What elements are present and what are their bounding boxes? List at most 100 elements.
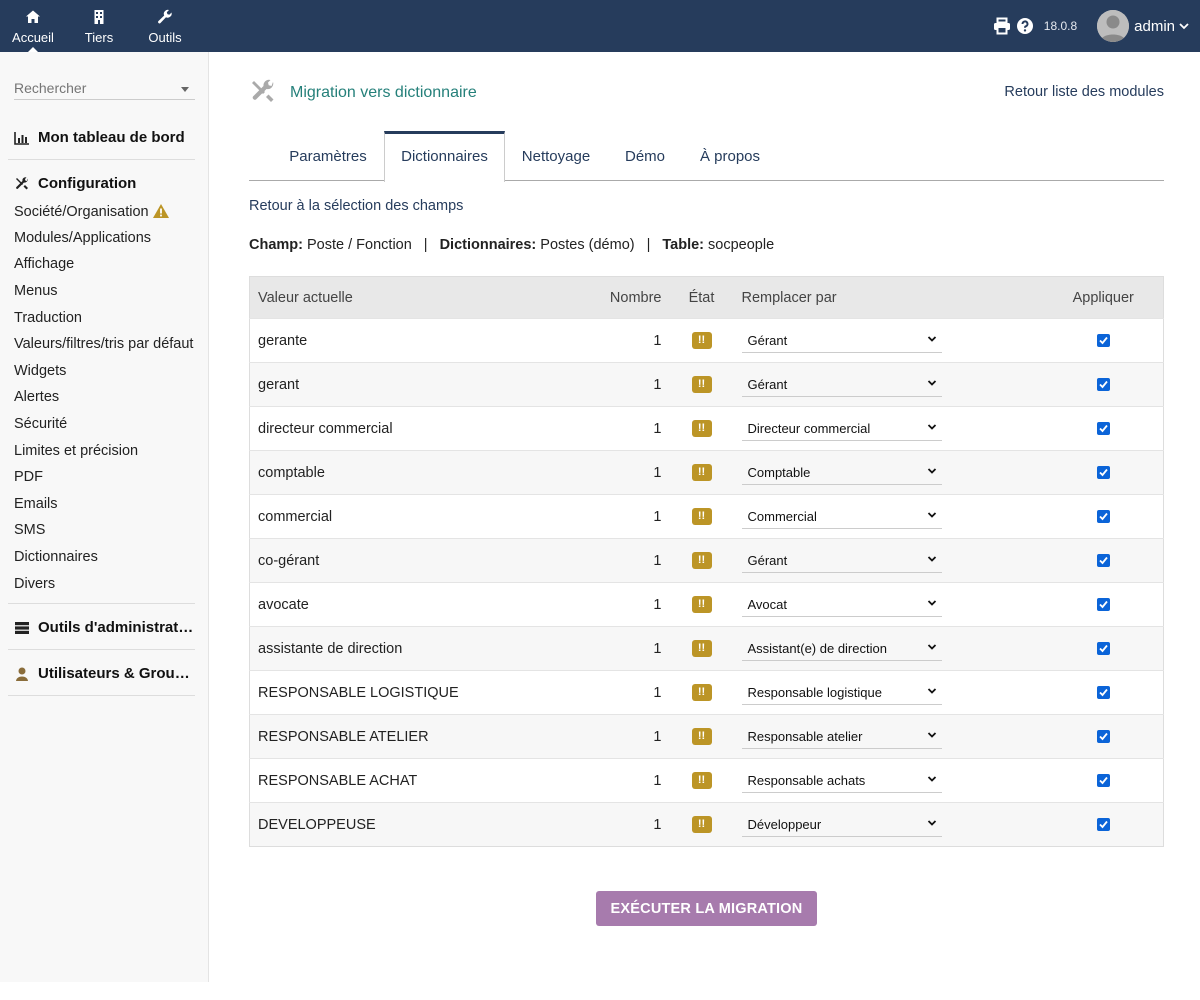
- replace-select[interactable]: Gérant: [741, 373, 942, 397]
- nav-tiers[interactable]: Tiers: [66, 0, 132, 52]
- back-to-modules-link[interactable]: Retour liste des modules: [1004, 84, 1164, 100]
- sidebar-item-traduction[interactable]: Traduction: [14, 310, 82, 326]
- replace-select[interactable]: Directeur commercial: [741, 417, 942, 441]
- apply-checkbox[interactable]: [1096, 334, 1110, 348]
- sidebar-item-dictionnaires[interactable]: Dictionnaires: [14, 549, 98, 565]
- nav-accueil[interactable]: Accueil: [0, 0, 66, 53]
- tab-dictionnaires[interactable]: Dictionnaires: [384, 131, 505, 182]
- status-badge: !!: [691, 684, 712, 701]
- search-input[interactable]: [14, 78, 174, 98]
- check-icon: [1099, 425, 1108, 433]
- tab-demo[interactable]: Démo: [624, 148, 665, 165]
- apply-checkbox[interactable]: [1096, 642, 1110, 656]
- apply-checkbox[interactable]: [1096, 466, 1110, 480]
- replace-select-value: Responsable atelier: [747, 728, 863, 744]
- replace-select[interactable]: Comptable: [741, 461, 942, 485]
- sidebar-divider: [8, 649, 195, 650]
- sidebar-item-modules[interactable]: Modules/Applications: [14, 230, 152, 246]
- apply-checkbox[interactable]: [1096, 422, 1110, 436]
- sidebar-divider: [8, 695, 195, 696]
- tab-parametres[interactable]: Paramètres: [289, 148, 367, 165]
- chevron-down-icon[interactable]: [927, 510, 937, 520]
- replace-select[interactable]: Responsable atelier: [741, 725, 942, 749]
- help-icon[interactable]: [1016, 17, 1034, 35]
- cell-appliquer: [1043, 450, 1164, 495]
- chevron-down-icon[interactable]: [927, 686, 937, 696]
- top-nav: Accueil Tiers Outils: [0, 0, 198, 53]
- tab-a-propos[interactable]: À propos: [699, 148, 761, 165]
- cell-valeur: co-gérant: [249, 538, 590, 583]
- replace-select[interactable]: Assistant(e) de direction: [741, 637, 942, 661]
- sidebar-item-widgets[interactable]: Widgets: [14, 363, 67, 379]
- sidebar-item-menus[interactable]: Menus: [14, 283, 58, 299]
- chevron-down-icon[interactable]: [927, 642, 937, 652]
- tab-nettoyage[interactable]: Nettoyage: [521, 148, 591, 165]
- menu-dashboard[interactable]: Mon tableau de bord: [14, 129, 195, 146]
- sidebar-item-securite[interactable]: Sécurité: [14, 416, 68, 432]
- apply-checkbox[interactable]: [1096, 818, 1110, 832]
- home-icon: [26, 10, 40, 23]
- sidebar-item-pdf[interactable]: PDF: [14, 469, 43, 485]
- search-caret-icon[interactable]: [181, 87, 189, 92]
- nav-outils[interactable]: Outils: [132, 0, 198, 52]
- replace-select[interactable]: Gérant: [741, 549, 942, 573]
- check-icon: [1099, 381, 1108, 389]
- apply-checkbox[interactable]: [1096, 554, 1110, 568]
- cell-remplacer: Responsable atelier: [733, 714, 1044, 759]
- sidebar-item-societe[interactable]: Société/Organisation: [14, 203, 194, 220]
- avatar[interactable]: [1097, 10, 1130, 42]
- sidebar-item-limites[interactable]: Limites et précision: [14, 443, 139, 459]
- chevron-down-icon[interactable]: [927, 422, 937, 432]
- sidebar-item-affichage[interactable]: Affichage: [14, 256, 75, 272]
- replace-select-value: Gérant: [747, 552, 788, 568]
- status-badge: !!: [691, 728, 712, 745]
- chevron-down-icon[interactable]: [927, 818, 937, 828]
- col-etat-header: État: [669, 276, 734, 319]
- cell-etat: !!: [669, 494, 734, 539]
- replace-select-value: Développeur: [747, 816, 822, 832]
- sidebar-search[interactable]: [14, 78, 195, 100]
- sidebar-item-divers[interactable]: Divers: [14, 576, 56, 592]
- menu-users-groups-label: Utilisateurs & Groupes: [38, 665, 195, 682]
- cell-remplacer: Comptable: [733, 450, 1044, 495]
- left-sidebar: Mon tableau de bord Configuration Sociét…: [0, 52, 209, 982]
- chevron-down-icon[interactable]: [927, 378, 937, 388]
- sidebar-item-sms[interactable]: SMS: [14, 522, 46, 538]
- chevron-down-icon[interactable]: [927, 598, 937, 608]
- username[interactable]: admin: [1134, 17, 1175, 35]
- migration-table: Valeur actuelle Nombre État Remplacer pa…: [249, 276, 1164, 847]
- sidebar-item-alertes[interactable]: Alertes: [14, 389, 60, 405]
- apply-checkbox[interactable]: [1096, 598, 1110, 612]
- chevron-down-icon[interactable]: [927, 334, 937, 344]
- sidebar-item-emails[interactable]: Emails: [14, 496, 58, 512]
- status-badge: !!: [691, 464, 712, 481]
- print-icon[interactable]: [993, 17, 1011, 35]
- apply-checkbox[interactable]: [1096, 686, 1110, 700]
- replace-select[interactable]: Responsable logistique: [741, 681, 942, 705]
- table-row: commercial 1!! Commercial: [249, 494, 1164, 539]
- replace-select[interactable]: Commercial: [741, 505, 942, 529]
- menu-users-groups[interactable]: Utilisateurs & Groupes: [14, 665, 195, 682]
- apply-checkbox[interactable]: [1096, 774, 1110, 788]
- chevron-down-icon[interactable]: [927, 774, 937, 784]
- replace-select[interactable]: Gérant: [741, 329, 942, 353]
- chevron-down-icon[interactable]: [927, 730, 937, 740]
- replace-select[interactable]: Développeur: [741, 813, 942, 837]
- chevron-down-icon[interactable]: [1178, 20, 1190, 32]
- apply-checkbox[interactable]: [1096, 510, 1110, 524]
- menu-configuration[interactable]: Configuration: [14, 175, 195, 192]
- execute-migration-button[interactable]: EXÉCUTER LA MIGRATION: [596, 891, 817, 926]
- chevron-down-icon[interactable]: [927, 554, 937, 564]
- chevron-down-icon[interactable]: [927, 466, 937, 476]
- table-row: RESPONSABLE ATELIER 1!! Responsable atelie…: [249, 714, 1164, 759]
- apply-checkbox[interactable]: [1096, 378, 1110, 392]
- replace-select[interactable]: Responsable achats: [741, 769, 942, 793]
- cell-valeur: gerant: [249, 362, 590, 407]
- menu-admin-tools[interactable]: Outils d'administration: [14, 619, 195, 636]
- cell-valeur: comptable: [249, 450, 590, 495]
- replace-select[interactable]: Avocat: [741, 593, 942, 617]
- cell-nombre: 1: [589, 758, 670, 803]
- apply-checkbox[interactable]: [1096, 730, 1110, 744]
- back-to-fields-link[interactable]: Retour à la sélection des champs: [249, 198, 464, 214]
- sidebar-item-valeurs[interactable]: Valeurs/filtres/tris par défaut: [14, 336, 194, 352]
